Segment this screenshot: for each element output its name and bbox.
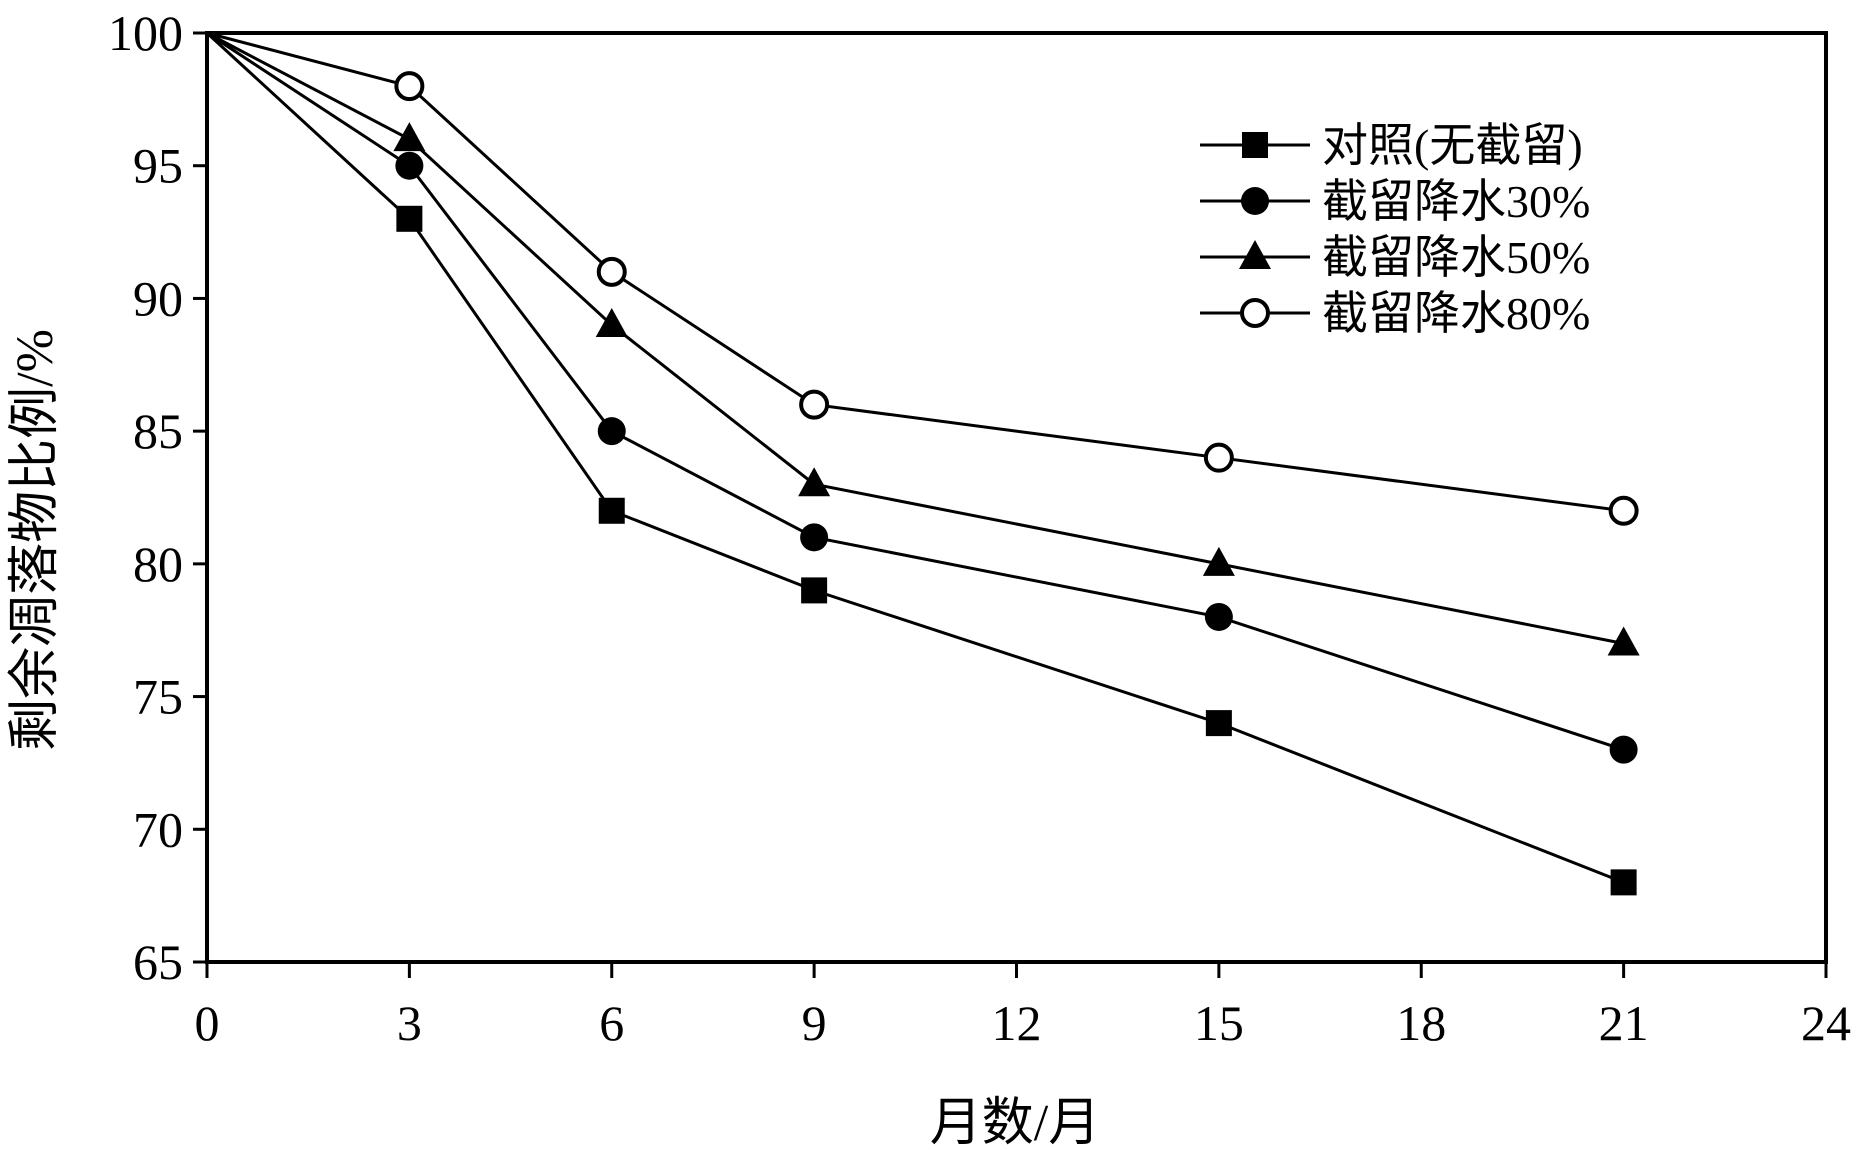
- x-tick-label: 12: [992, 995, 1042, 1051]
- data-point: [395, 151, 424, 180]
- data-point: [800, 523, 829, 552]
- series-line: [205, 31, 1625, 884]
- legend-marker: [1240, 298, 1270, 328]
- series-group: [206, 31, 1640, 656]
- data-point: [1609, 735, 1638, 764]
- series-group: [206, 31, 1638, 764]
- legend-label: 截留降水80%: [1322, 288, 1590, 339]
- x-tick-label: 18: [1396, 995, 1446, 1051]
- legend-label: 对照(无截留): [1322, 120, 1583, 171]
- data-point: [1203, 442, 1234, 473]
- x-tick-label: 9: [802, 995, 827, 1051]
- data-point: [597, 417, 626, 446]
- data-point: [1607, 626, 1640, 656]
- legend-label: 截留降水30%: [1322, 176, 1590, 227]
- legend-label: 截留降水50%: [1322, 232, 1590, 283]
- data-point: [801, 577, 828, 604]
- data-point: [798, 467, 831, 497]
- data-point: [1610, 869, 1637, 896]
- data-point: [1608, 495, 1639, 526]
- y-tick-label: 85: [133, 403, 183, 459]
- legend-marker: [1242, 132, 1268, 158]
- series-line: [206, 31, 1624, 513]
- series-group: [206, 31, 1639, 526]
- data-point: [799, 389, 830, 420]
- series-line: [206, 31, 1624, 645]
- series-group: [205, 31, 1637, 896]
- data-point: [598, 497, 625, 524]
- data-point: [596, 256, 627, 287]
- y-tick-label: 100: [108, 5, 183, 61]
- series-line: [206, 31, 1625, 752]
- legend-marker: [1241, 187, 1269, 215]
- data-point: [393, 122, 426, 152]
- data-point: [396, 205, 423, 232]
- y-tick-label: 75: [133, 669, 183, 725]
- data-point: [1205, 710, 1232, 737]
- x-tick-label: 6: [599, 995, 624, 1051]
- x-tick-label: 3: [397, 995, 422, 1051]
- data-point: [1202, 546, 1235, 576]
- data-point: [394, 71, 425, 102]
- x-tick-label: 0: [195, 995, 220, 1051]
- x-tick-label: 21: [1599, 995, 1649, 1051]
- plot-frame: [205, 31, 1828, 964]
- y-axis-title: 剩余凋落物比例/%: [7, 329, 64, 751]
- y-tick-label: 70: [133, 801, 183, 857]
- data-point: [1204, 602, 1233, 631]
- x-axis-title: 月数/月: [930, 1095, 1100, 1150]
- y-tick-label: 65: [133, 934, 183, 990]
- legend-marker: [1239, 240, 1271, 269]
- data-point: [595, 307, 628, 337]
- y-tick-label: 80: [133, 536, 183, 592]
- y-tick-label: 90: [133, 270, 183, 326]
- x-tick-label: 24: [1801, 995, 1851, 1051]
- y-tick-label: 95: [133, 138, 183, 194]
- x-tick-label: 15: [1194, 995, 1244, 1051]
